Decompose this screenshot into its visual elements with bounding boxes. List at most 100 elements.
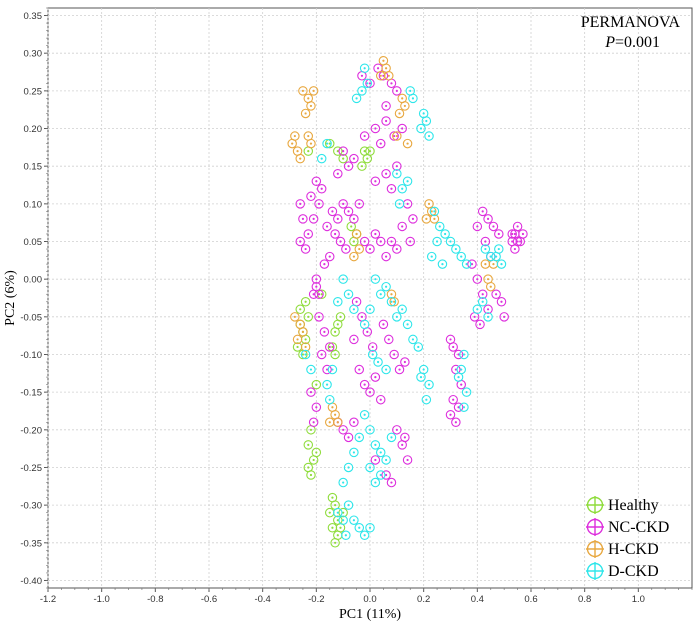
point-d-ckd	[472, 304, 483, 315]
point-nc-ckd	[400, 357, 410, 367]
point-nc-ckd	[496, 297, 507, 307]
point-nc-ckd	[477, 206, 488, 217]
point-center-d-ckd	[427, 383, 431, 386]
point-center-nc-ckd	[484, 240, 487, 243]
point-nc-ckd	[392, 161, 402, 171]
point-center-nc-ckd	[299, 202, 302, 205]
point-d-ckd	[413, 342, 424, 352]
point-center-healthy	[336, 323, 339, 326]
point-center-healthy	[304, 300, 307, 303]
point-center-h-ckd	[433, 217, 436, 221]
point-nc-ckd	[445, 410, 456, 420]
point-nc-ckd	[467, 259, 477, 269]
point-nc-ckd	[308, 289, 319, 299]
point-d-ckd	[451, 244, 461, 254]
point-center-d-ckd	[430, 255, 433, 258]
point-nc-ckd	[349, 334, 359, 345]
point-d-ckd	[306, 364, 316, 375]
point-healthy	[333, 146, 343, 156]
point-d-ckd	[322, 138, 332, 149]
point-center-nc-ckd	[401, 225, 404, 228]
point-center-healthy	[334, 541, 337, 544]
point-d-ckd	[392, 168, 402, 179]
point-center-d-ckd	[379, 451, 382, 454]
point-nc-ckd	[306, 387, 316, 397]
point-d-ckd	[338, 515, 348, 525]
point-center-nc-ckd	[366, 330, 369, 333]
point-d-ckd	[381, 364, 391, 375]
point-h-ckd	[349, 251, 359, 262]
point-center-nc-ckd	[382, 323, 385, 326]
point-center-d-ckd	[325, 142, 329, 145]
y-tick-label: 0.10	[24, 199, 43, 210]
x-tick-label: 0.6	[524, 594, 537, 605]
point-healthy	[338, 153, 348, 164]
point-center-nc-ckd	[317, 315, 321, 318]
point-healthy	[303, 312, 314, 322]
point-d-ckd	[485, 251, 496, 262]
point-d-ckd	[316, 153, 327, 164]
point-d-ckd	[456, 251, 466, 262]
point-center-nc-ckd	[387, 338, 390, 341]
point-center-h-ckd	[382, 59, 385, 62]
point-nc-ckd	[365, 387, 375, 397]
point-h-ckd	[300, 108, 311, 119]
point-nc-ckd	[475, 319, 485, 330]
gridlines	[47, 8, 692, 588]
point-center-d-ckd	[363, 534, 366, 537]
point-center-d-ckd	[368, 428, 372, 431]
point-center-nc-ckd	[374, 180, 377, 183]
point-center-healthy	[331, 526, 334, 529]
y-tick-label: -0.15	[20, 388, 42, 399]
point-nc-ckd	[303, 229, 314, 239]
point-h-ckd	[384, 71, 394, 81]
point-nc-ckd	[507, 236, 517, 247]
x-tick-label: 0.0	[363, 594, 376, 605]
point-center-healthy	[328, 142, 331, 145]
point-center-nc-ckd	[315, 285, 318, 288]
y-tick-label: 0.05	[24, 237, 43, 248]
point-d-ckd	[351, 93, 362, 104]
point-center-h-ckd	[307, 134, 310, 138]
point-nc-ckd	[402, 455, 413, 465]
point-center-healthy	[320, 293, 323, 296]
point-center-healthy	[350, 225, 353, 228]
point-center-d-ckd	[368, 308, 372, 311]
point-center-healthy	[307, 466, 310, 469]
point-nc-ckd	[389, 349, 399, 360]
point-center-nc-ckd	[497, 232, 500, 236]
point-d-ckd	[461, 387, 472, 397]
point-h-ckd	[394, 108, 405, 119]
y-tick-label: 0.25	[24, 86, 43, 97]
point-d-ckd	[424, 379, 434, 390]
point-nc-ckd	[359, 131, 370, 141]
point-center-healthy	[342, 157, 345, 160]
point-nc-ckd	[365, 78, 375, 89]
x-tick-label: -0.4	[254, 594, 270, 605]
legend-label-nc-ckd: NC-CKD	[608, 519, 669, 536]
point-center-d-ckd	[460, 368, 463, 371]
point-center-h-ckd	[301, 89, 305, 92]
point-healthy	[338, 507, 348, 518]
point-center-d-ckd	[347, 504, 350, 507]
point-center-nc-ckd	[395, 89, 398, 92]
point-nc-ckd	[488, 221, 499, 232]
point-center-nc-ckd	[368, 247, 372, 251]
point-d-ckd	[408, 93, 418, 104]
point-nc-ckd	[365, 244, 375, 254]
point-d-ckd	[300, 349, 311, 360]
point-nc-ckd	[375, 394, 386, 405]
point-center-healthy	[336, 534, 339, 537]
y-axis-ticks: 0.35 0.30 0.25 0.20 0.15 0.10 0.05 0.00 -0.05 -0.…	[20, 7, 48, 589]
point-healthy	[330, 349, 340, 360]
point-center-h-ckd	[312, 89, 315, 92]
point-center-d-ckd	[433, 210, 436, 213]
point-center-nc-ckd	[473, 315, 476, 318]
x-tick-label: -0.2	[308, 594, 324, 605]
point-center-healthy	[315, 383, 318, 386]
point-center-h-ckd	[401, 97, 404, 100]
point-center-d-ckd	[395, 172, 398, 175]
point-center-nc-ckd	[385, 104, 388, 108]
point-nc-ckd	[295, 236, 305, 247]
point-center-d-ckd	[376, 360, 380, 364]
